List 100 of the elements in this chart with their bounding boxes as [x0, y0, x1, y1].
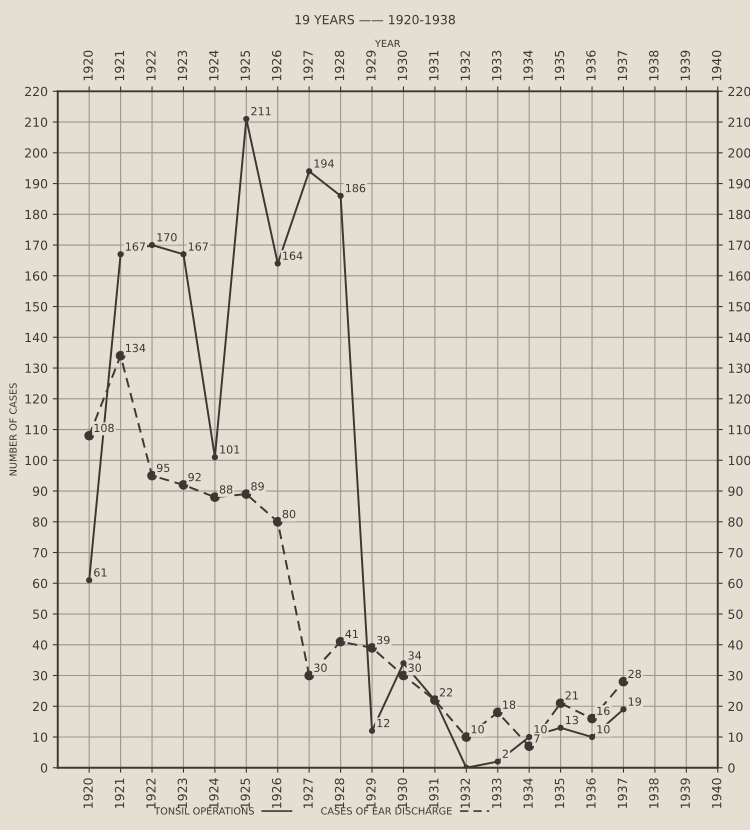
y-axis-title: NUMBER OF CASES [9, 383, 17, 476]
y2-tick-label: 40 [728, 640, 743, 650]
x-tick-label: 1923 [178, 778, 188, 808]
data-label: 186 [346, 184, 366, 192]
x-tick-label: 1931 [429, 778, 439, 808]
point [492, 708, 503, 718]
data-label: 7 [534, 734, 540, 743]
y-tick-label: 130 [26, 364, 48, 373]
point [337, 192, 344, 199]
point [398, 670, 408, 680]
x-tick-label: 1940 [712, 778, 722, 808]
x-tick-label: 1921 [114, 778, 124, 808]
x2-tick-label: 1920 [83, 50, 93, 80]
x-tick-label: 1932 [460, 778, 470, 808]
x2-tick-label: 1930 [398, 50, 408, 80]
data-label: 41 [345, 630, 358, 638]
data-label: 13 [566, 716, 578, 724]
data-label: 167 [188, 242, 208, 251]
data-label: 108 [94, 424, 114, 432]
x2-tick-label: 1923 [178, 50, 188, 80]
y2-tick-label: 30 [728, 670, 743, 680]
y-tick-label: 100 [26, 456, 48, 466]
data-label: 12 [377, 718, 390, 728]
y2-tick-label: 70 [728, 548, 743, 558]
point [400, 660, 407, 666]
point [588, 734, 596, 740]
point [116, 350, 126, 361]
x2-tick-label: 1934 [523, 50, 533, 80]
y2-tick-label: 80 [728, 517, 743, 527]
y-tick-label: 40 [32, 640, 48, 650]
point [556, 698, 566, 708]
point [86, 577, 92, 584]
point [117, 251, 124, 258]
x2-tick-label: 1935 [554, 50, 564, 80]
x-tick-label: 1929 [366, 778, 376, 808]
data-label: 10 [597, 725, 610, 734]
point [336, 636, 346, 647]
x-tick-label: 1924 [209, 778, 219, 808]
data-label: 80 [282, 510, 296, 518]
data-label: 164 [283, 252, 302, 260]
x-tick-label: 1939 [680, 778, 690, 808]
x2-tick-label: 1939 [680, 50, 690, 80]
data-label: 10 [472, 725, 484, 734]
x-tick-label: 1937 [618, 778, 628, 808]
y-tick-label: 60 [32, 578, 48, 588]
y-tick-label: 70 [33, 548, 48, 558]
data-label: 16 [597, 706, 610, 716]
x2-tick-label: 1924 [209, 50, 219, 80]
y-tick-label: 20 [33, 702, 48, 712]
y-tick-label: 90 [32, 486, 48, 496]
data-label: 39 [377, 636, 390, 644]
point [212, 454, 218, 460]
point [148, 242, 156, 248]
data-label: 2 [502, 750, 508, 758]
point [180, 251, 187, 258]
point [461, 732, 472, 742]
data-label: 22 [440, 688, 452, 696]
point [587, 714, 597, 724]
y-tick-label: 160 [26, 271, 48, 281]
x2-tick-label: 1929 [366, 50, 376, 80]
x2-tick-label: 1933 [492, 50, 502, 80]
data-label: 21 [566, 691, 578, 700]
data-label: 101 [220, 445, 240, 454]
y-tick-label: 180 [26, 210, 48, 220]
x2-tick-label: 1921 [114, 50, 124, 80]
x-tick-label: 1926 [272, 778, 282, 808]
y2-tick-label: 60 [728, 578, 743, 588]
x2-tick-label: 1922 [146, 51, 156, 80]
y-tick-label: 110 [26, 424, 48, 434]
point [274, 260, 281, 267]
point [210, 492, 220, 502]
point [306, 168, 312, 174]
x2-tick-label: 1932 [460, 51, 470, 80]
y-tick-label: 10 [33, 732, 48, 742]
data-label: 61 [94, 568, 106, 577]
point [243, 116, 250, 122]
y-tick-label: 200 [25, 148, 48, 158]
y2-tick-label: 50 [728, 609, 743, 619]
y-tick-label: 50 [33, 609, 48, 619]
point [524, 741, 534, 752]
x-tick-label: 1922 [146, 778, 156, 808]
y-tick-label: 150 [26, 302, 48, 312]
point [241, 489, 252, 499]
y-tick-label: 30 [33, 670, 48, 680]
x-tick-label: 1928 [334, 778, 344, 808]
data-label: 18 [503, 700, 516, 709]
data-label: 34 [408, 651, 422, 660]
point [147, 470, 157, 481]
x-tick-label: 1938 [649, 778, 659, 808]
point [304, 670, 314, 680]
data-label: 134 [126, 344, 146, 352]
x2-tick-label: 1928 [334, 50, 344, 80]
x-tick-label: 1927 [303, 778, 313, 808]
data-label: 95 [156, 464, 170, 472]
x2-tick-label: 1940 [712, 50, 722, 80]
x2-tick-label: 1938 [649, 50, 659, 80]
point [620, 706, 627, 712]
y-tick-label: 80 [32, 517, 48, 527]
y-tick-label: 140 [26, 332, 48, 342]
x-tick-label: 1933 [492, 778, 502, 808]
